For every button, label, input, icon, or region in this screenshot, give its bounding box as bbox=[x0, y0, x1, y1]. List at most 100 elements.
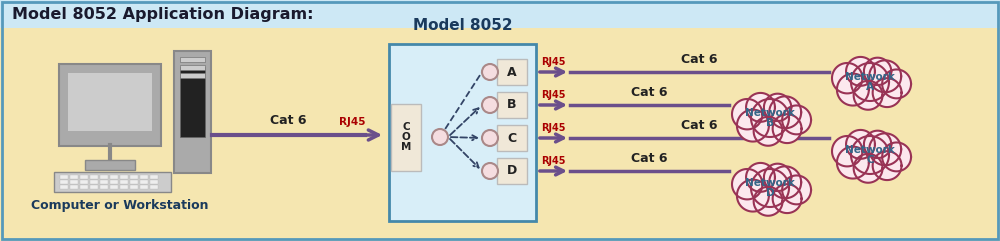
Bar bbox=[60, 175, 68, 179]
Circle shape bbox=[869, 133, 901, 165]
Circle shape bbox=[754, 117, 783, 146]
Bar bbox=[150, 175, 158, 179]
Circle shape bbox=[746, 93, 775, 122]
Bar bbox=[180, 65, 205, 70]
Circle shape bbox=[846, 130, 875, 159]
Text: Cat 6: Cat 6 bbox=[270, 114, 306, 127]
Text: Cat 6: Cat 6 bbox=[681, 119, 718, 132]
FancyBboxPatch shape bbox=[59, 64, 161, 146]
FancyBboxPatch shape bbox=[54, 172, 171, 192]
Text: Network
C: Network C bbox=[845, 145, 895, 165]
Bar bbox=[80, 175, 88, 179]
Bar bbox=[120, 175, 128, 179]
Circle shape bbox=[482, 64, 498, 80]
Circle shape bbox=[751, 99, 789, 137]
Bar bbox=[140, 180, 148, 184]
Circle shape bbox=[482, 97, 498, 113]
Circle shape bbox=[869, 60, 901, 92]
FancyBboxPatch shape bbox=[174, 51, 211, 173]
Text: B: B bbox=[507, 99, 517, 112]
Circle shape bbox=[751, 169, 789, 207]
Circle shape bbox=[737, 180, 769, 212]
Text: RJ45: RJ45 bbox=[339, 117, 365, 127]
Bar bbox=[120, 180, 128, 184]
Circle shape bbox=[832, 136, 862, 166]
Bar bbox=[130, 180, 138, 184]
Bar bbox=[68, 73, 152, 131]
Circle shape bbox=[873, 151, 902, 180]
FancyBboxPatch shape bbox=[497, 158, 527, 184]
Text: RJ45: RJ45 bbox=[541, 156, 565, 166]
Bar bbox=[180, 73, 205, 78]
Circle shape bbox=[432, 129, 448, 145]
Circle shape bbox=[732, 169, 762, 199]
Circle shape bbox=[854, 81, 883, 110]
Circle shape bbox=[854, 154, 883, 183]
FancyBboxPatch shape bbox=[497, 92, 527, 118]
FancyBboxPatch shape bbox=[391, 104, 421, 171]
Text: RJ45: RJ45 bbox=[541, 57, 565, 67]
Bar bbox=[130, 175, 138, 179]
Circle shape bbox=[832, 63, 862, 94]
Circle shape bbox=[864, 131, 891, 158]
Bar bbox=[70, 180, 78, 184]
Circle shape bbox=[773, 114, 802, 143]
Bar bbox=[90, 180, 98, 184]
Text: Cat 6: Cat 6 bbox=[631, 86, 668, 99]
Bar bbox=[180, 67, 205, 137]
Bar bbox=[90, 185, 98, 189]
Circle shape bbox=[732, 99, 762, 129]
Bar bbox=[100, 180, 108, 184]
Circle shape bbox=[837, 147, 869, 179]
Circle shape bbox=[846, 57, 875, 86]
Text: A: A bbox=[507, 66, 517, 79]
Bar bbox=[110, 175, 118, 179]
Bar bbox=[80, 185, 88, 189]
Circle shape bbox=[851, 136, 889, 174]
Circle shape bbox=[782, 106, 811, 134]
Text: Model 8052 Application Diagram:: Model 8052 Application Diagram: bbox=[12, 7, 314, 21]
Text: D: D bbox=[507, 165, 517, 178]
Text: RJ45: RJ45 bbox=[541, 90, 565, 100]
Bar bbox=[150, 185, 158, 189]
Bar bbox=[70, 175, 78, 179]
Text: C
O
M: C O M bbox=[401, 122, 411, 153]
Text: RJ45: RJ45 bbox=[541, 123, 565, 133]
FancyBboxPatch shape bbox=[389, 44, 536, 221]
Circle shape bbox=[482, 163, 498, 179]
Bar bbox=[140, 175, 148, 179]
Text: Cat 6: Cat 6 bbox=[631, 152, 668, 165]
Text: Network
B: Network B bbox=[745, 107, 795, 128]
Bar bbox=[150, 180, 158, 184]
Bar bbox=[80, 180, 88, 184]
Bar bbox=[85, 160, 135, 170]
Circle shape bbox=[837, 74, 869, 106]
Circle shape bbox=[864, 58, 891, 85]
Bar bbox=[0, 0, 1000, 28]
Circle shape bbox=[737, 110, 769, 141]
Text: Cat 6: Cat 6 bbox=[681, 53, 718, 66]
Circle shape bbox=[482, 130, 498, 146]
Bar bbox=[100, 175, 108, 179]
Circle shape bbox=[882, 69, 911, 98]
Text: C: C bbox=[507, 132, 517, 145]
Circle shape bbox=[754, 187, 783, 216]
Bar bbox=[100, 185, 108, 189]
Circle shape bbox=[764, 94, 791, 121]
Circle shape bbox=[764, 164, 791, 191]
Circle shape bbox=[773, 184, 802, 213]
Circle shape bbox=[882, 142, 911, 171]
Bar bbox=[90, 175, 98, 179]
Bar bbox=[140, 185, 148, 189]
Bar bbox=[110, 185, 118, 189]
Bar bbox=[130, 185, 138, 189]
Bar bbox=[60, 180, 68, 184]
Bar bbox=[70, 185, 78, 189]
Circle shape bbox=[873, 78, 902, 107]
Circle shape bbox=[769, 96, 801, 128]
Bar bbox=[120, 185, 128, 189]
Bar bbox=[60, 185, 68, 189]
Bar bbox=[180, 57, 205, 62]
Text: Network
A: Network A bbox=[845, 72, 895, 92]
Bar bbox=[110, 180, 118, 184]
